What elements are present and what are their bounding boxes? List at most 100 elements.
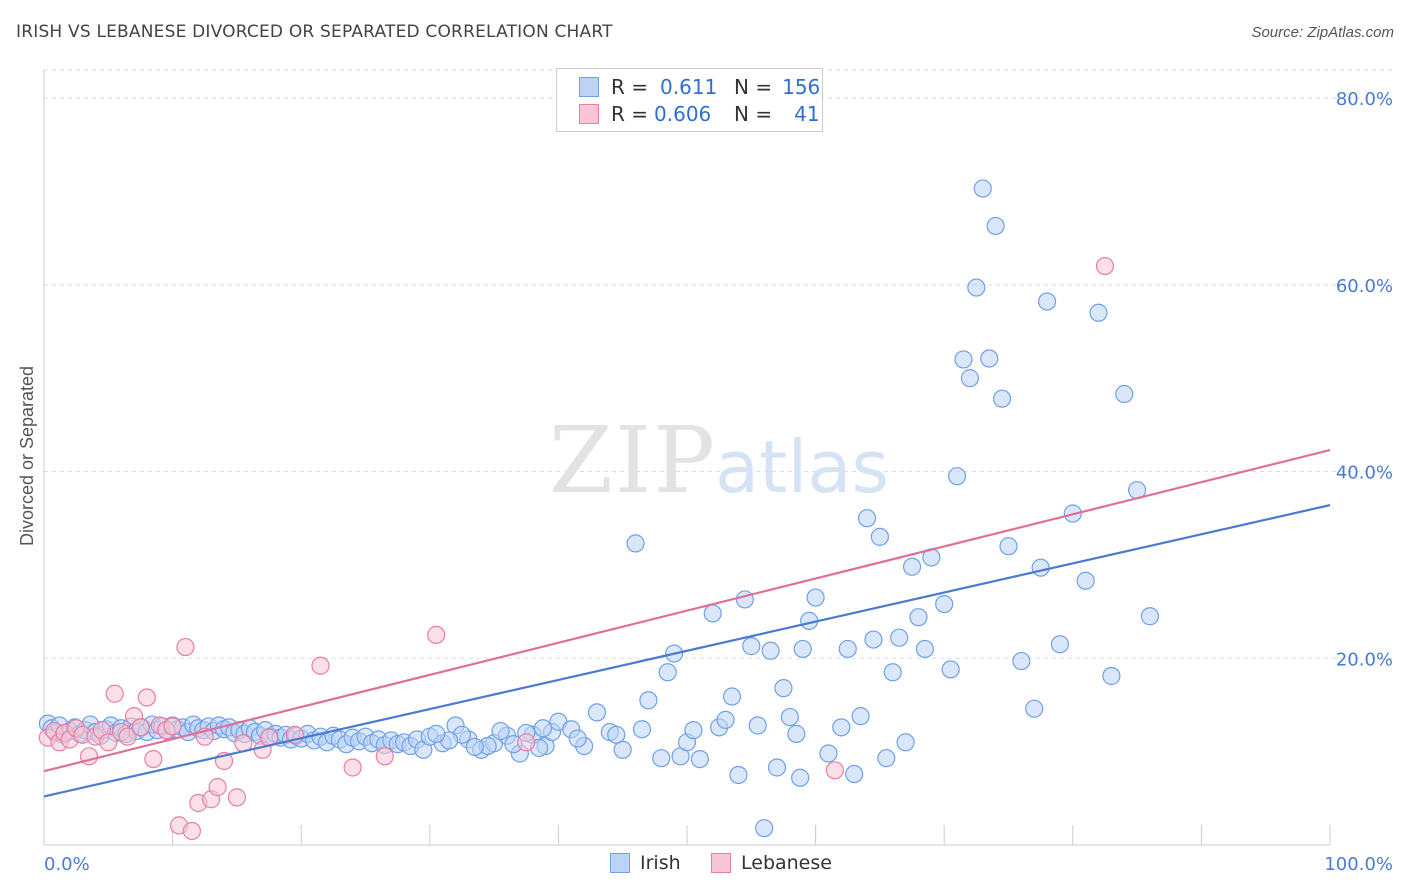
data-point-irish [883,663,902,682]
data-point-lebanese [227,788,246,807]
data-point-irish [716,710,735,729]
data-point-irish [838,639,857,659]
data-point-irish [935,594,954,614]
data-point-lebanese [131,718,150,737]
data-point-irish [735,590,754,609]
data-point-irish [832,718,851,737]
series-legend: Irish Lebanese [0,852,1406,878]
data-point-irish [1025,699,1044,718]
data-point-irish [767,758,787,777]
data-point-irish [639,691,658,710]
y-tick-label: 20.0% [1336,649,1393,670]
data-point-lebanese [517,733,536,752]
data-point-irish [632,720,652,739]
x-tick-label: 0.0% [44,854,90,875]
n-label: N = [734,102,773,126]
data-point-irish [729,765,748,785]
data-point-irish [806,588,825,607]
r-value: 0.606 [654,102,712,126]
data-point-lebanese [137,688,156,707]
watermark-atlas: atlas [715,425,889,509]
chart-title: IRISH VS LEBANESE DIVORCED OR SEPARATED … [16,22,613,42]
data-point-irish [864,630,883,649]
y-tick-label: 60.0% [1336,276,1393,297]
data-point-irish [1089,303,1108,322]
data-point-irish [787,724,806,743]
data-point-irish [690,749,709,769]
data-point-irish [870,527,890,546]
data-point-irish [1102,666,1121,686]
data-point-irish [902,557,922,576]
data-point-irish [465,737,484,757]
data-point-irish [851,707,870,726]
n-label: N = [734,75,773,99]
data-point-irish [1050,635,1070,654]
data-point-lebanese [343,758,362,777]
data-point-irish [973,179,992,198]
data-point-lebanese [311,656,330,675]
data-point-lebanese [118,727,137,746]
data-point-irish [1115,384,1134,404]
data-point-irish [793,639,812,659]
data-point-irish [1031,558,1050,577]
trend-layer [43,448,1331,798]
grid-lines [44,69,1392,659]
data-point-lebanese [375,747,394,766]
data-point-irish [877,749,896,768]
data-point-irish [427,724,446,743]
legend-label-irish: Irish [640,852,681,874]
data-point-irish [986,216,1005,236]
data-point-irish [791,768,810,787]
axis-labels: Divorced or Separated [17,366,37,546]
n-value: 156 [782,75,821,99]
data-point-irish [909,608,928,627]
trend-line-lebanese [43,448,1331,773]
stats-legend: R = 0.611 N = 156 R = 0.606 N = 41 [556,68,823,132]
legend-row-lebanese: R = 0.606 N = 41 [579,101,820,127]
data-point-irish [999,537,1018,556]
data-point-irish [1140,607,1160,626]
legend-item-irish[interactable]: Irish [610,852,681,874]
watermark-zip: ZIP [549,407,717,514]
r-label: R = [611,102,649,126]
y-tick-label: 80.0% [1336,89,1393,110]
data-point-irish [896,733,915,752]
data-point-irish [626,534,645,553]
data-point-irish [857,509,877,528]
data-point-irish [941,660,960,679]
data-point-irish [980,349,999,368]
data-point-irish [491,721,510,741]
lebanese-legend-swatch [711,853,731,873]
legend-row-irish: R = 0.611 N = 156 [579,74,820,100]
data-point-irish [533,719,553,738]
data-point-lebanese [1095,256,1115,276]
data-point-irish [947,467,967,486]
series-lebanese [38,256,1115,841]
data-point-lebanese [105,684,124,703]
data-point-lebanese [825,761,844,780]
legend-item-lebanese[interactable]: Lebanese [711,852,832,874]
data-point-lebanese [163,717,182,736]
x-tick-label: 100.0% [1324,854,1393,875]
data-point-irish [819,744,838,763]
source-label: Source: ZipAtlas.com [1251,24,1394,41]
data-point-irish [742,637,761,656]
data-point-irish [587,703,607,722]
data-point-irish [722,687,742,706]
r-value: 0.611 [660,75,718,99]
irish-swatch [579,77,599,97]
y-axis-label: Divorced or Separated [17,366,37,546]
data-point-irish [684,721,703,740]
data-point-irish [954,350,973,369]
trend-line-irish [43,504,1331,798]
data-point-irish [755,819,774,838]
irish-legend-swatch [610,853,630,873]
data-point-lebanese [427,625,446,645]
lebanese-swatch [579,104,599,124]
data-point-lebanese [99,733,118,752]
y-tick-label: 40.0% [1336,463,1393,484]
data-point-irish [703,604,722,623]
data-point-irish [613,740,632,759]
data-point-irish [568,729,587,748]
